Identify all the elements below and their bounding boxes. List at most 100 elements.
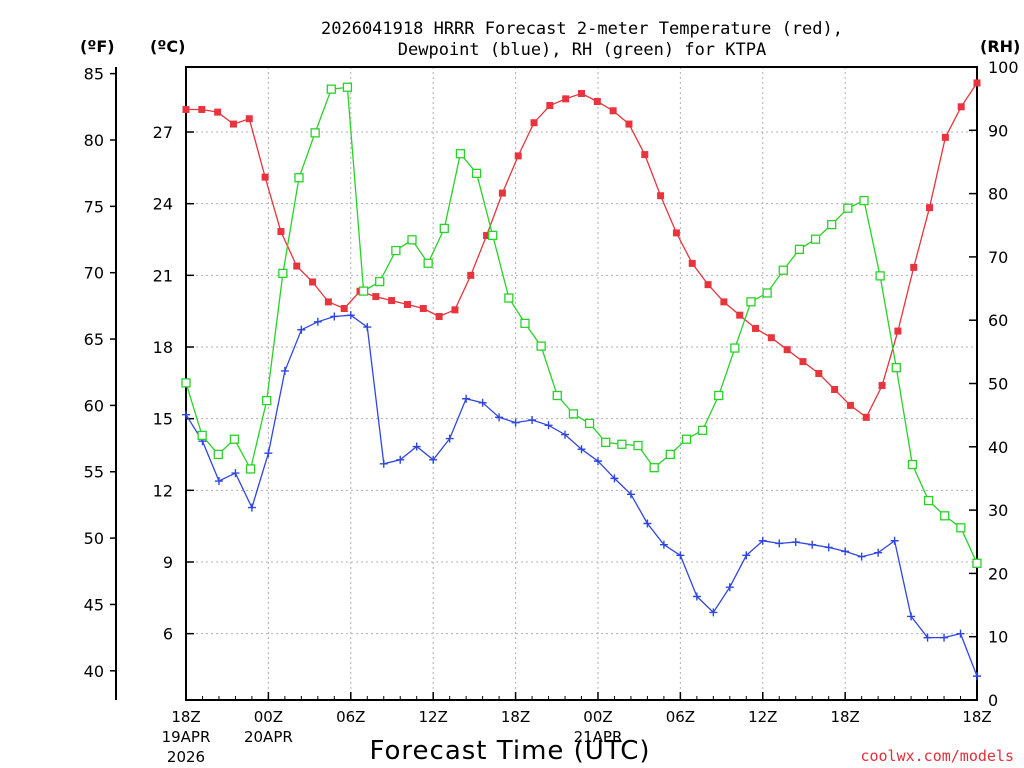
temperature-point-44 <box>878 381 886 389</box>
rh-tick-label-6: 60 <box>988 311 1008 330</box>
temperature-point-18 <box>467 271 475 279</box>
x-tick-label-6: 06Z <box>666 708 695 726</box>
temperature-point-20 <box>498 189 506 197</box>
x-tick-date-5: 21APR <box>574 728 623 746</box>
f-tick-label-5: 65 <box>84 330 104 349</box>
rh-point-22 <box>536 341 546 351</box>
rh-point-28 <box>633 440 643 451</box>
rh-point-38 <box>794 244 805 254</box>
temperature-point-30 <box>657 192 665 200</box>
rh-unit-label: (RH) <box>980 37 1020 56</box>
dewpoint-point-31 <box>692 592 701 601</box>
temperature-point-5 <box>261 173 269 181</box>
series-layer <box>181 79 982 681</box>
celsius-axis: 6 9 12 15 18 21 24 27 <box>153 123 194 644</box>
dewpoint-point-18 <box>478 398 487 407</box>
dewpoint-point-28 <box>643 519 652 528</box>
rh-point-48 <box>956 523 966 533</box>
rh-point-27 <box>617 439 627 449</box>
rh-tick-label-10: 100 <box>988 58 1019 77</box>
temperature-point-45 <box>894 327 902 335</box>
fahrenheit-unit-label: (ºF) <box>80 37 115 56</box>
f-tick-label-6: 70 <box>84 264 104 283</box>
f-tick-label-8: 80 <box>84 131 104 150</box>
dewpoint-point-41 <box>857 552 866 561</box>
rh-point-26 <box>601 437 611 448</box>
temperature-point-3 <box>229 120 237 128</box>
temperature-point-41 <box>831 385 839 393</box>
temperature-point-6 <box>277 228 285 236</box>
rh-point-2 <box>213 449 223 460</box>
temperature-point-35 <box>736 311 744 319</box>
dewpoint-point-43 <box>890 536 899 545</box>
temperature-point-12 <box>372 293 380 301</box>
rh-point-37 <box>778 265 788 275</box>
dewpoint-point-11 <box>363 323 372 332</box>
rh-point-16 <box>439 223 449 234</box>
rh-tick-label-8: 80 <box>988 185 1008 204</box>
x-tick-date-0: 19APR <box>162 728 211 746</box>
dewpoint-point-35 <box>758 536 767 545</box>
x-tick-label-7: 12Z <box>748 708 777 726</box>
x-tick-label-1: 00Z <box>254 708 283 726</box>
dewpoint-point-42 <box>874 548 883 557</box>
temperature-point-27 <box>609 107 617 115</box>
rh-point-12 <box>375 276 385 287</box>
dewpoint-point-4 <box>247 503 256 512</box>
dewpoint-point-24 <box>577 445 586 454</box>
rh-point-15 <box>423 258 433 268</box>
rh-tick-label-3: 30 <box>988 501 1008 520</box>
rh-tick-label-5: 50 <box>988 375 1008 394</box>
rh-line <box>185 86 978 564</box>
temperature-point-26 <box>593 98 601 106</box>
temperature-point-31 <box>672 229 680 237</box>
series-rh <box>181 82 982 568</box>
temperature-point-34 <box>720 298 728 306</box>
dewpoint-point-39 <box>824 543 833 552</box>
c-tick-label-6: 24 <box>153 195 173 214</box>
dewpoint-point-5 <box>264 449 273 458</box>
temperature-point-1 <box>198 105 206 113</box>
temperature-point-37 <box>767 334 775 342</box>
rh-point-17 <box>455 149 466 159</box>
c-tick-label-3: 15 <box>153 410 173 429</box>
dewpoint-point-44 <box>907 612 916 621</box>
dewpoint-point-17 <box>462 394 471 403</box>
temperature-point-7 <box>293 262 301 270</box>
temperature-point-40 <box>815 370 823 378</box>
dewpoint-point-21 <box>528 415 537 424</box>
dewpoint-point-0 <box>182 410 190 419</box>
temperature-point-19 <box>483 232 491 240</box>
temperature-point-24 <box>562 95 570 103</box>
dewpoint-point-26 <box>610 474 619 483</box>
dewpoint-point-30 <box>676 551 685 560</box>
rh-point-39 <box>810 234 821 244</box>
rh-tick-label-9: 90 <box>988 121 1008 140</box>
rh-point-30 <box>665 449 675 460</box>
temperature-point-4 <box>245 115 253 123</box>
dewpoint-point-36 <box>775 539 784 548</box>
temperature-point-32 <box>688 259 696 267</box>
dewpoint-point-25 <box>593 457 602 466</box>
f-tick-label-9: 85 <box>84 65 104 84</box>
temperature-point-39 <box>799 358 807 366</box>
c-tick-label-0: 6 <box>163 625 173 644</box>
rh-point-14 <box>407 235 417 245</box>
rh-point-10 <box>342 82 353 92</box>
temperature-point-48 <box>941 133 949 141</box>
celsius-unit-label: (ºC) <box>150 37 185 56</box>
temperature-point-16 <box>435 312 443 320</box>
temperature-point-50 <box>973 79 981 87</box>
dewpoint-point-20 <box>511 418 520 427</box>
temperature-point-15 <box>419 305 427 313</box>
x-tick-label-end: 18Z <box>962 708 991 726</box>
c-tick-label-2: 12 <box>153 481 173 500</box>
rh-point-31 <box>681 434 692 444</box>
temperature-point-21 <box>514 152 522 160</box>
rh-point-41 <box>843 203 853 213</box>
dewpoint-point-7 <box>297 325 306 334</box>
rh-point-45 <box>907 459 918 470</box>
rh-point-33 <box>714 390 724 401</box>
rh-point-13 <box>391 245 401 256</box>
